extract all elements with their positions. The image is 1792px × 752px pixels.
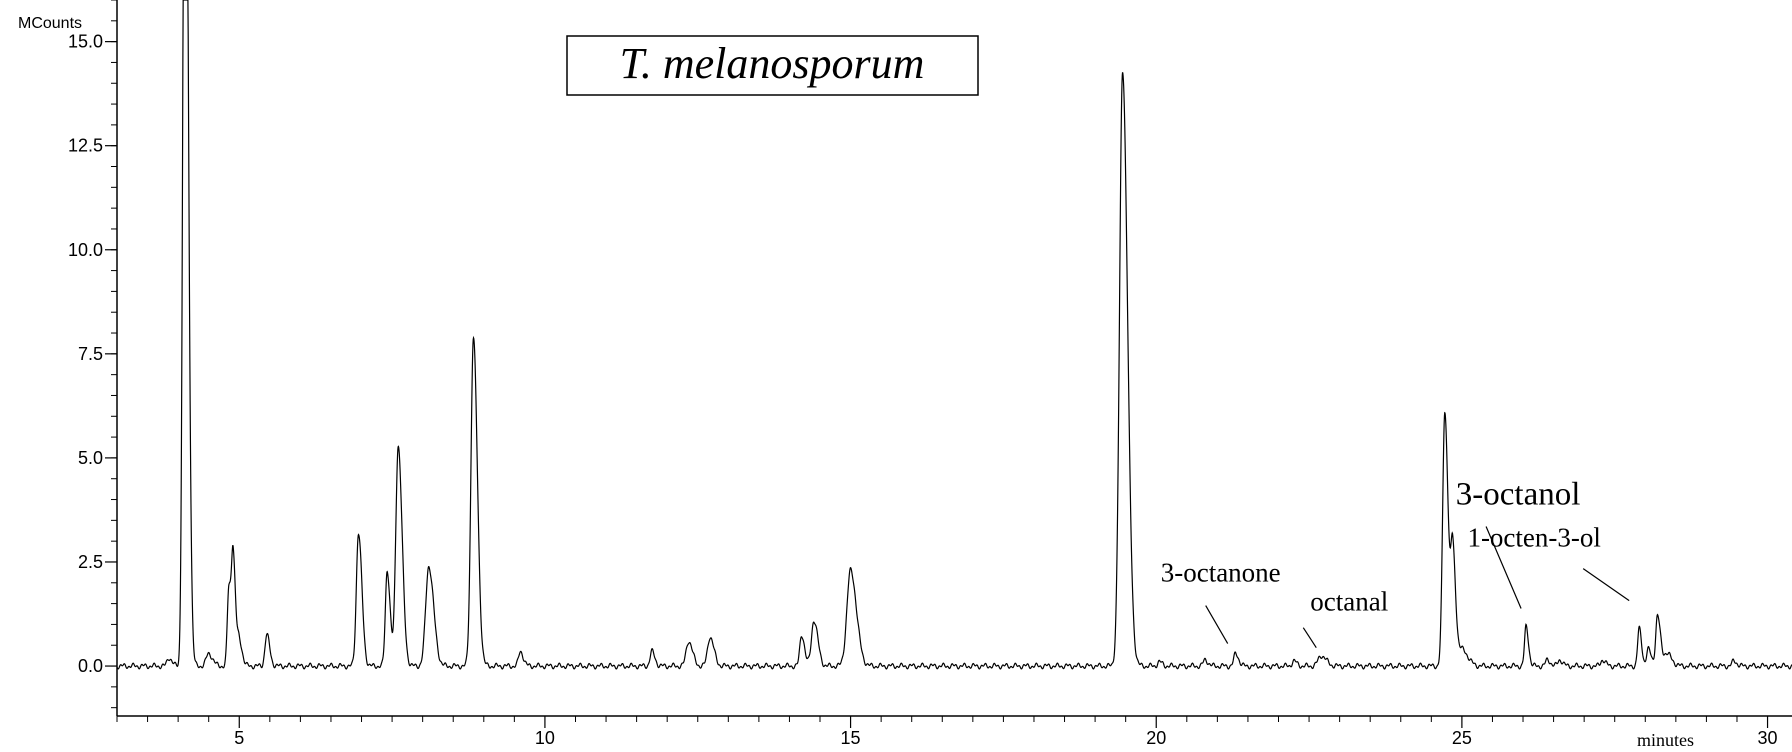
peak-annotations: 3-octanone octanal 3-octanol 1-octen-3-ol [1161, 477, 1630, 648]
x-tick-label: 30 [1758, 728, 1778, 748]
y-axis-unit-label: MCounts [18, 15, 82, 32]
annotation-leader-line [1485, 526, 1522, 609]
x-axis-major-ticks: 5 10 15 20 25 30 [234, 716, 1778, 748]
y-axis: 0.0 2.5 5.0 7.5 10.0 12.5 15.0 MCounts [18, 0, 118, 716]
annotation-leader-line [1302, 627, 1317, 648]
x-tick-label: 10 [535, 728, 555, 748]
peak-annotation-label: octanal [1310, 587, 1388, 617]
x-tick-label: 25 [1452, 728, 1472, 748]
peak-annotation-label: 3-octanone [1161, 558, 1281, 588]
chromatogram-trace [116, 0, 1792, 670]
peak-annotation-label: 1-octen-3-ol [1467, 523, 1600, 553]
title-box: T. melanosporum [566, 35, 979, 96]
y-tick-label: 2.5 [78, 552, 103, 572]
peak-annotation-label: 3-octanol [1456, 477, 1581, 513]
chart-title: T. melanosporum [620, 39, 925, 88]
annotation-leader-line [1582, 568, 1630, 602]
y-axis-major-ticks: 0.0 2.5 5.0 7.5 10.0 12.5 15.0 [68, 32, 117, 676]
x-axis-minor-ticks [116, 716, 1738, 722]
x-tick-label: 20 [1146, 728, 1166, 748]
x-axis: 5 10 15 20 25 30 minutes [116, 715, 1792, 750]
title-frame [566, 35, 979, 96]
y-tick-label: 0.0 [78, 656, 103, 676]
y-tick-label: 10.0 [68, 240, 103, 260]
y-tick-label: 15.0 [68, 32, 103, 52]
y-tick-label: 7.5 [78, 344, 103, 364]
x-tick-label: 5 [234, 728, 244, 748]
x-tick-label: 15 [841, 728, 861, 748]
x-axis-unit-label: minutes [1637, 730, 1694, 750]
annotation-leader-line [1205, 605, 1229, 644]
y-tick-label: 5.0 [78, 448, 103, 468]
y-tick-label: 12.5 [68, 136, 103, 156]
